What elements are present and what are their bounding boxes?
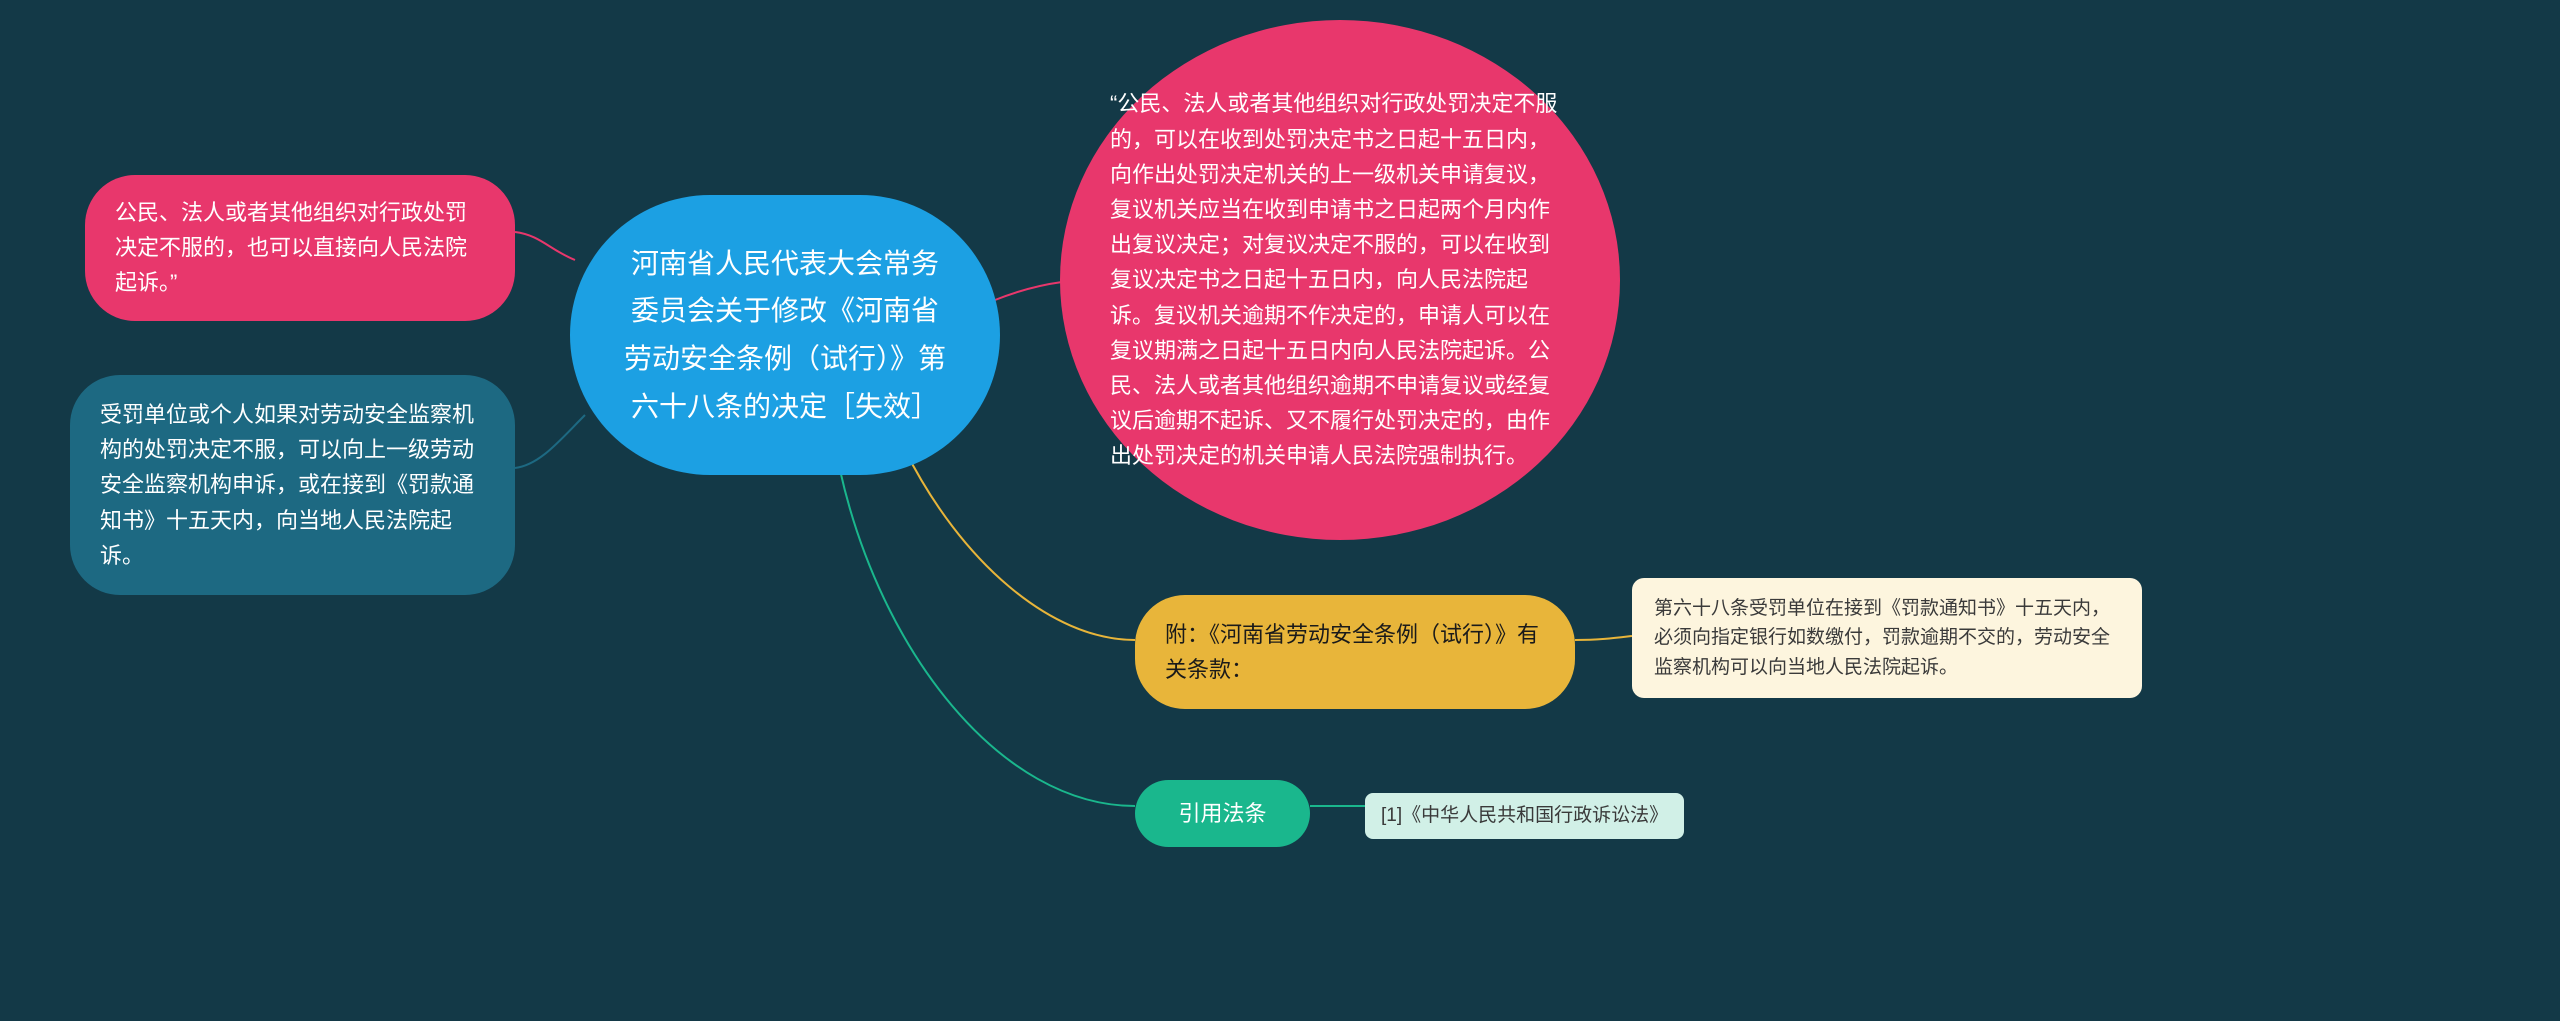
node-teal-text: 受罚单位或个人如果对劳动安全监察机构的处罚决定不服，可以向上一级劳动安全监察机构… [100, 397, 485, 573]
node-green[interactable]: 引用法条 [1135, 780, 1310, 847]
edge-center-pinkbig [995, 282, 1062, 300]
node-pink-left-text: 公民、法人或者其他组织对行政处罚决定不服的，也可以直接向人民法院起诉。” [115, 195, 485, 301]
node-pink-left[interactable]: 公民、法人或者其他组织对行政处罚决定不服的，也可以直接向人民法院起诉。” [85, 175, 515, 321]
center-node-text: 河南省人民代表大会常务委员会关于修改《河南省劳动安全条例（试行）》第六十八条的决… [620, 240, 950, 430]
edge-center-yellow [905, 450, 1135, 640]
edge-center-green [840, 470, 1135, 806]
node-pink-big-text: “公民、法人或者其他组织对行政处罚决定不服的，可以在收到处罚决定书之日起十五日内… [1110, 86, 1570, 473]
edge-yellow-yellowlight [1575, 636, 1632, 640]
node-yellow-light-text: 第六十八条受罚单位在接到《罚款通知书》十五天内，必须向指定银行如数缴付，罚款逾期… [1654, 594, 2120, 682]
node-green-light-text: [1]《中华人民共和国行政诉讼法》 [1381, 801, 1668, 831]
center-node[interactable]: 河南省人民代表大会常务委员会关于修改《河南省劳动安全条例（试行）》第六十八条的决… [570, 195, 1000, 475]
node-yellow-text: 附：《河南省劳动安全条例（试行）》有关条款： [1165, 617, 1545, 687]
node-green-text: 引用法条 [1178, 796, 1266, 831]
node-green-light[interactable]: [1]《中华人民共和国行政诉讼法》 [1365, 793, 1684, 839]
edge-center-teal [515, 415, 585, 468]
node-teal[interactable]: 受罚单位或个人如果对劳动安全监察机构的处罚决定不服，可以向上一级劳动安全监察机构… [70, 375, 515, 595]
node-pink-big[interactable]: “公民、法人或者其他组织对行政处罚决定不服的，可以在收到处罚决定书之日起十五日内… [1060, 20, 1620, 540]
edge-center-pinkleft [515, 232, 575, 260]
node-yellow-light[interactable]: 第六十八条受罚单位在接到《罚款通知书》十五天内，必须向指定银行如数缴付，罚款逾期… [1632, 578, 2142, 698]
node-yellow[interactable]: 附：《河南省劳动安全条例（试行）》有关条款： [1135, 595, 1575, 709]
